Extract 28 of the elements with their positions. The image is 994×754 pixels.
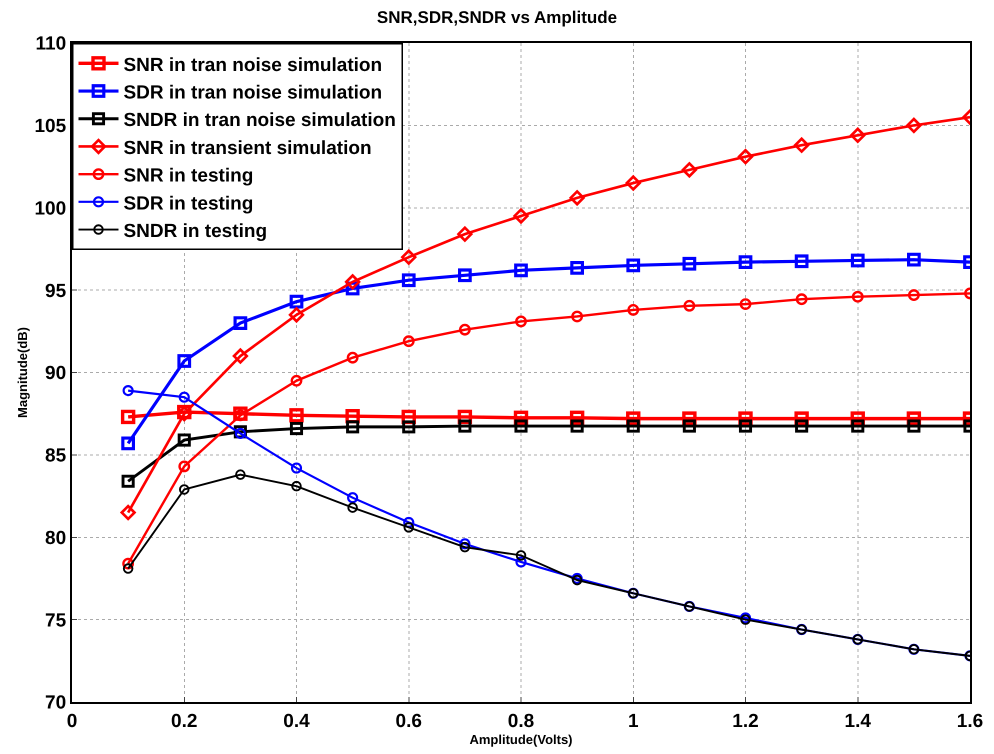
- legend-label: SNR in testing: [124, 166, 254, 187]
- y-tick-label: 100: [34, 198, 66, 220]
- y-axis-title: Magnitude(dB): [14, 327, 30, 418]
- x-tick-label: 1: [628, 710, 639, 732]
- x-axis-title: Amplitude(Volts): [469, 732, 573, 747]
- chart-title: SNR,SDR,SNDR vs Amplitude: [376, 8, 618, 28]
- legend-label: SNR in transient simulation: [124, 138, 372, 159]
- y-tick-label: 75: [45, 610, 67, 632]
- x-tick-label: 1.6: [956, 710, 984, 732]
- legend-label: SDR in tran noise simulation: [124, 82, 382, 104]
- legend-label: SNR in tran noise simulation: [124, 54, 382, 76]
- x-tick-label: 1.2: [732, 710, 759, 732]
- x-tick-label: 0.6: [396, 710, 422, 732]
- x-tick-label: 0.8: [508, 710, 534, 732]
- legend-label: SNDR in testing: [124, 220, 268, 242]
- x-tick-label: 0: [66, 710, 78, 732]
- legend-label: SNDR in tran noise simulation: [124, 110, 396, 132]
- x-tick-label: 0.2: [171, 710, 198, 732]
- legend-label: SDR in testing: [124, 193, 254, 214]
- y-tick-label: 90: [45, 363, 66, 384]
- x-tick-label: 0.4: [283, 710, 310, 732]
- y-tick-label: 95: [45, 280, 67, 302]
- y-tick-label: 105: [34, 116, 67, 138]
- y-tick-label: 80: [45, 528, 66, 549]
- y-tick-label: 110: [36, 34, 66, 55]
- x-tick-label: 1.4: [844, 710, 872, 732]
- y-tick-label: 70: [45, 692, 66, 714]
- y-tick-label: 85: [45, 446, 67, 467]
